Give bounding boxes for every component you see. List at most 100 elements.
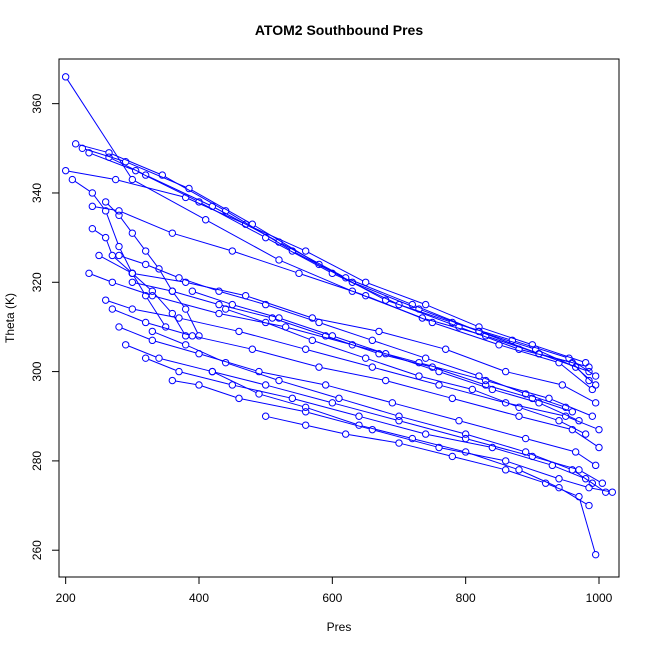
data-point <box>568 408 577 416</box>
data-point <box>608 488 617 496</box>
data-point <box>341 274 350 282</box>
series-segment <box>281 243 344 277</box>
series-segment <box>375 367 437 385</box>
data-point <box>508 336 517 345</box>
data-point <box>108 251 117 260</box>
data-point <box>488 385 497 394</box>
data-point <box>575 417 583 425</box>
data-point <box>355 412 363 420</box>
data-point <box>321 381 330 389</box>
data-point <box>85 149 93 157</box>
series-segment <box>578 453 594 464</box>
data-point <box>588 385 597 394</box>
series-segment <box>173 316 185 334</box>
series-segment <box>381 331 443 349</box>
data-point <box>581 475 590 483</box>
data-point <box>201 216 210 224</box>
series-segment <box>461 421 523 439</box>
data-point <box>601 488 610 496</box>
data-point <box>335 394 343 403</box>
series-segment <box>355 283 417 309</box>
x-axis: 200 400 600 800 1000 <box>56 576 613 605</box>
series-segment <box>361 416 423 434</box>
series-segment <box>108 300 130 309</box>
series <box>141 354 610 496</box>
series-segment <box>561 364 591 388</box>
series-segment <box>308 425 343 434</box>
series-segment <box>106 213 119 244</box>
data-point <box>88 202 97 211</box>
data-point <box>105 149 113 157</box>
series-segment <box>118 179 183 198</box>
data-point <box>595 443 603 452</box>
data-point <box>61 73 70 81</box>
data-point <box>148 327 157 336</box>
series <box>88 202 597 394</box>
data-point <box>295 269 303 278</box>
data-point <box>88 224 97 233</box>
series-segment <box>341 398 397 416</box>
data-point <box>185 184 193 193</box>
series-segment <box>441 385 503 403</box>
data-point <box>301 247 310 255</box>
data-point <box>448 394 457 403</box>
data-point <box>175 367 183 376</box>
data-point <box>261 412 270 420</box>
series-segment <box>335 336 383 354</box>
series-segment <box>195 291 230 305</box>
data-point <box>315 363 323 371</box>
series-segment <box>401 305 457 327</box>
series-segment <box>348 278 410 304</box>
series-segment <box>115 309 143 322</box>
data-point <box>261 318 270 327</box>
series <box>105 153 600 389</box>
series-segment <box>395 403 457 421</box>
series-segment <box>133 235 145 249</box>
data-point <box>101 233 110 242</box>
series-segment <box>221 291 263 305</box>
series-segment <box>288 327 350 345</box>
series-segment <box>455 398 517 416</box>
data-point <box>521 390 530 398</box>
series-segment <box>91 153 133 170</box>
series-segment <box>235 385 290 399</box>
series-segment <box>468 452 517 470</box>
series-segment <box>588 480 604 491</box>
series-segment <box>368 358 417 376</box>
series-segment <box>368 282 423 304</box>
series-segment <box>121 256 143 264</box>
data-point <box>428 363 437 371</box>
data-point <box>501 399 510 407</box>
series <box>115 323 600 470</box>
data-point <box>568 466 577 474</box>
series-segment <box>421 376 470 390</box>
data-point <box>381 376 390 385</box>
series-segment <box>592 487 610 493</box>
data-point <box>308 336 317 345</box>
series <box>148 327 597 487</box>
series-segment <box>495 389 537 403</box>
data-point <box>115 323 123 331</box>
series-segment <box>235 305 277 318</box>
series-segment <box>94 230 104 237</box>
series-segment <box>455 456 503 470</box>
data-point <box>328 399 337 407</box>
data-point <box>488 443 497 452</box>
series-segment <box>415 438 463 452</box>
x-tick-label: 800 <box>456 591 476 605</box>
series <box>261 412 600 559</box>
series-segment <box>375 340 423 358</box>
series-segment <box>262 371 323 385</box>
series-segment <box>268 385 330 403</box>
series-segment <box>138 171 197 201</box>
series-segment <box>488 380 547 398</box>
series-segment <box>415 305 477 331</box>
data-point <box>141 291 150 300</box>
series-segment <box>160 271 172 289</box>
data-point <box>88 189 97 197</box>
data-point <box>155 354 163 362</box>
data-point <box>515 466 523 474</box>
series-segment <box>228 309 263 322</box>
data-point <box>598 479 607 487</box>
data-point <box>408 434 417 443</box>
